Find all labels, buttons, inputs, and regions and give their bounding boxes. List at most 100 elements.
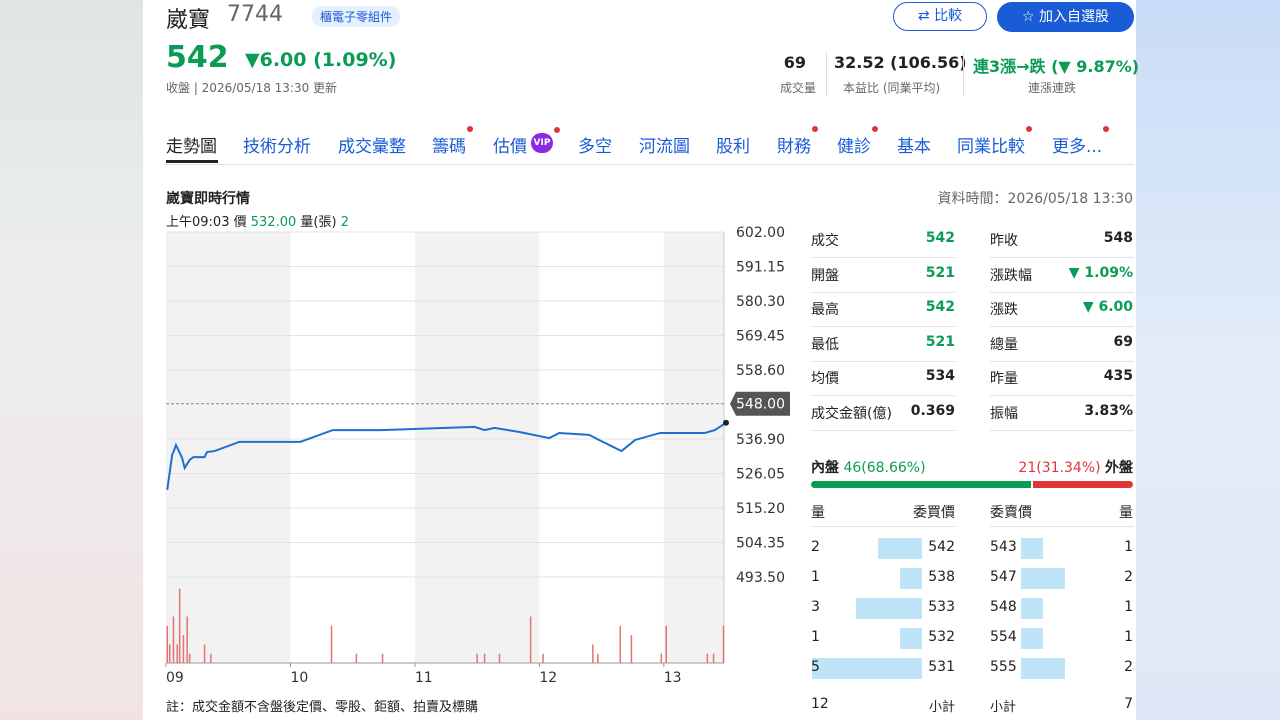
outer-bar — [1033, 481, 1133, 488]
ob-header: 委賣價 — [990, 505, 1032, 521]
quote-label: 昨收 — [990, 233, 1018, 249]
data-time: 資料時間：2026/05/18 13:30 — [937, 191, 1134, 207]
ask-total: 7 — [1124, 696, 1133, 712]
inner-bar — [811, 481, 1032, 488]
tab[interactable]: 走勢圖 — [166, 137, 217, 157]
watchlist-label: 加入自選股 — [1039, 9, 1109, 25]
reference-label: 548.00 — [736, 397, 785, 413]
quote-value: 548 — [1103, 230, 1133, 246]
tab[interactable]: 財務 — [777, 126, 818, 157]
volume-bar — [176, 644, 178, 663]
x-tick-label: 13 — [664, 670, 682, 686]
volume-bar — [168, 644, 171, 663]
bid-volume: 5 — [811, 659, 820, 675]
volume-bar — [712, 653, 715, 663]
quote-label: 開盤 — [811, 267, 839, 284]
divider — [811, 257, 955, 258]
tab-indicator — [166, 160, 218, 163]
bid-price: 532 — [928, 629, 955, 645]
ask-volume: 1 — [1124, 539, 1133, 555]
volume-bar — [182, 635, 185, 663]
quote-label: 成交 — [811, 233, 839, 249]
ask-bar — [1021, 598, 1043, 619]
bid-bar — [812, 658, 922, 679]
tab[interactable]: 基本 — [897, 137, 931, 157]
time-band — [539, 232, 664, 663]
quote-label: 最高 — [811, 302, 839, 318]
bid-total: 12 — [811, 696, 829, 712]
flow-inner: 內盤 46(68.66%) — [811, 457, 926, 477]
outer-value: 21(31.34%) — [1018, 460, 1101, 476]
bid-volume: 3 — [811, 599, 820, 615]
y-tick-label: 558.60 — [736, 363, 785, 379]
quote-value: 542 — [925, 230, 955, 246]
compare-button[interactable]: ⇄ 比較 — [893, 2, 987, 31]
ask-volume: 1 — [1124, 599, 1133, 615]
hover-label: 價 — [233, 215, 247, 230]
bid-bar — [900, 568, 922, 589]
tab[interactable]: 更多... — [1052, 126, 1110, 157]
quote-label: 昨量 — [990, 371, 1018, 387]
tab[interactable]: 籌碼 — [432, 126, 473, 157]
volume-bar — [203, 644, 206, 663]
background — [0, 0, 143, 720]
watchlist-button[interactable]: ☆ 加入自選股 — [997, 2, 1134, 32]
x-tick-label: 11 — [415, 670, 433, 686]
time-band — [414, 232, 540, 663]
inner-value: 46(68.66%) — [843, 460, 926, 476]
ask-volume: 1 — [1124, 629, 1133, 645]
bid-volume: 1 — [811, 569, 820, 585]
bid-price: 538 — [928, 569, 955, 585]
divider — [811, 526, 955, 527]
y-tick-label: 493.50 — [736, 570, 785, 586]
bid-price: 542 — [928, 539, 955, 555]
stat-value: 69 — [783, 53, 806, 72]
volume-bar — [498, 653, 501, 663]
quote-value: 534 — [925, 368, 955, 384]
ask-price: 554 — [990, 629, 1017, 645]
section-title: 崴寶即時行情 — [166, 191, 250, 207]
divider — [963, 52, 964, 96]
tab-divider — [166, 164, 1134, 165]
compare-label: 比較 — [934, 8, 963, 24]
divider — [811, 291, 955, 293]
quote-value: 3.83% — [1084, 402, 1133, 419]
y-tick-label: 504.35 — [736, 536, 785, 552]
tab[interactable]: 股利 — [716, 137, 750, 157]
volume-bar — [381, 653, 384, 663]
divider — [811, 429, 955, 431]
hover-volume: 2 — [340, 215, 349, 230]
volume-bar — [330, 625, 333, 663]
outer-label: 外盤 — [1105, 460, 1133, 476]
ob-header: 委買價 — [913, 505, 955, 521]
tab[interactable]: 估價 — [493, 137, 527, 157]
price-change: ▼6.00 (1.09%) — [245, 49, 397, 71]
tab[interactable]: 成交彙整 — [338, 137, 406, 157]
tab[interactable]: 同業比較 — [957, 126, 1032, 157]
price: 542 — [166, 40, 229, 75]
volume-bar — [722, 625, 725, 663]
volume-bar — [178, 588, 181, 663]
divider — [990, 429, 1134, 431]
volume-bar — [630, 635, 633, 663]
x-tick-label: 10 — [290, 670, 308, 686]
y-tick-label: 515.20 — [736, 501, 785, 517]
time-band — [290, 232, 415, 663]
volume-bar — [665, 625, 668, 663]
ask-price: 555 — [990, 659, 1017, 675]
reference-tag — [730, 391, 790, 416]
ask-price: 548 — [990, 599, 1017, 615]
industry-tag[interactable]: 櫃電子零組件 — [312, 6, 401, 27]
tab[interactable]: 健診 — [837, 126, 878, 157]
time-band — [663, 232, 724, 663]
quote-value: 542 — [925, 299, 955, 315]
volume-bar — [529, 616, 532, 663]
bid-bar — [856, 598, 922, 619]
tab[interactable]: 河流圖 — [639, 137, 690, 157]
y-tick-label: 536.90 — [736, 432, 785, 448]
volume-bar — [476, 653, 478, 663]
tab[interactable]: 多空 — [578, 137, 612, 157]
stock-code: 7744 — [227, 2, 283, 27]
tab[interactable]: 技術分析 — [243, 137, 311, 157]
